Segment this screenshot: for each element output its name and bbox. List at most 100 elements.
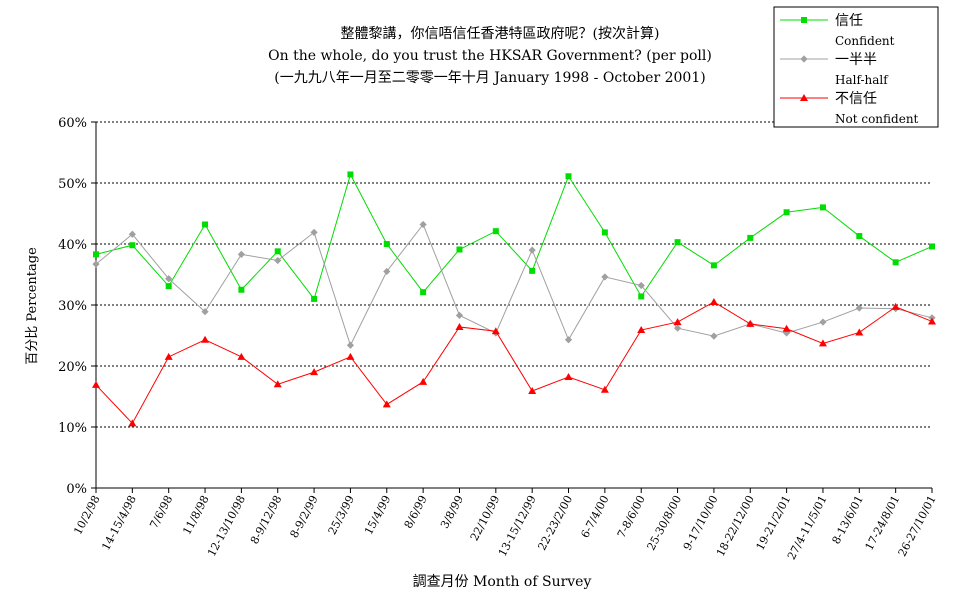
x-tick-label: 17-24/8/01 xyxy=(863,493,903,552)
chart-subtitle: On the whole, do you trust the HKSAR Gov… xyxy=(268,48,712,64)
y-axis-ticks: 0% 10% 20% 30% 40% 50% 60% xyxy=(58,116,96,497)
x-tick-label: 8-13/6/01 xyxy=(830,493,866,546)
data-point xyxy=(346,352,355,360)
data-point xyxy=(801,17,807,23)
data-point xyxy=(856,233,863,240)
series-triangle xyxy=(92,297,936,427)
data-point xyxy=(383,267,391,276)
data-point xyxy=(310,228,318,237)
data-point xyxy=(674,239,681,246)
data-point xyxy=(783,209,790,216)
legend-item: 信任 Confident xyxy=(780,13,895,48)
data-point xyxy=(782,324,791,332)
data-point xyxy=(673,324,682,332)
x-tick-label: 12-13/10/98 xyxy=(205,493,248,558)
chart-subtitle-period: (一九九八年一月至二零零一年十月 January 1998 - October … xyxy=(274,70,705,86)
x-tick-label: 6-7/4/00 xyxy=(578,493,611,540)
x-tick-label: 19-21/2/01 xyxy=(754,493,794,552)
legend-item: 一半半 Half-half xyxy=(780,52,889,87)
y-tick-label: 40% xyxy=(58,238,87,253)
x-tick-label: 26-27/10/01 xyxy=(896,493,939,558)
data-point xyxy=(928,317,936,325)
data-point xyxy=(273,380,282,388)
x-tick-label: 3/8/99 xyxy=(438,493,466,530)
y-tick-label: 20% xyxy=(58,360,87,375)
legend: 信任 Confident 一半半 Half-half 不信任 Not confident xyxy=(773,6,939,128)
data-point xyxy=(420,289,427,296)
x-tick-label: 14-15/4/98 xyxy=(99,493,139,552)
data-point xyxy=(455,311,464,319)
data-point xyxy=(800,55,808,63)
data-point xyxy=(165,283,172,290)
series-square xyxy=(93,171,935,302)
x-tick-label: 8-9/12/98 xyxy=(248,493,284,546)
x-tick-label: 8-9/2/99 xyxy=(288,493,321,540)
series-line xyxy=(95,173,933,300)
data-point xyxy=(710,262,717,269)
data-point xyxy=(529,267,536,274)
data-point xyxy=(128,230,136,238)
data-point xyxy=(601,273,609,281)
data-point xyxy=(855,328,864,336)
data-point xyxy=(129,242,136,249)
data-point xyxy=(93,251,99,258)
data-point xyxy=(528,246,536,254)
data-point xyxy=(128,419,137,427)
data-point xyxy=(201,308,209,316)
data-point xyxy=(92,380,100,388)
data-point xyxy=(237,250,245,258)
data-point xyxy=(382,400,391,408)
data-point xyxy=(746,319,755,327)
legend-label-zh: 不信任 xyxy=(835,91,877,107)
legend-label-en: Not confident xyxy=(835,112,919,126)
x-tick-label: 18-22/12/00 xyxy=(714,493,757,558)
data-point xyxy=(164,352,173,360)
x-tick-label: 8/6/99 xyxy=(402,493,430,530)
data-point xyxy=(92,260,100,268)
x-tick-label: 9-17/10/00 xyxy=(681,493,721,552)
y-tick-label: 10% xyxy=(58,421,87,436)
data-point xyxy=(601,229,608,236)
data-point xyxy=(564,372,573,380)
data-point xyxy=(455,322,464,330)
legend-box xyxy=(773,6,939,128)
x-tick-label: 13-15/12/99 xyxy=(496,493,539,558)
x-tick-label: 15/4/99 xyxy=(362,493,393,537)
data-point xyxy=(310,368,319,376)
legend-label-zh: 信任 xyxy=(835,13,863,29)
data-point xyxy=(819,204,826,211)
data-point xyxy=(201,335,210,343)
y-tick-label: 30% xyxy=(58,299,87,314)
x-tick-label: 27/4-11/5/01 xyxy=(785,493,830,562)
data-point xyxy=(892,259,899,266)
data-point xyxy=(202,221,209,228)
data-point xyxy=(274,248,281,255)
x-tick-label: 7/6/98 xyxy=(147,493,175,530)
data-point xyxy=(600,385,609,393)
series-line xyxy=(95,301,933,425)
data-point xyxy=(237,352,246,360)
data-point xyxy=(673,318,682,326)
legend-label-en: Confident xyxy=(835,34,895,48)
x-tick-label: 7-8/6/00 xyxy=(615,493,648,540)
data-point xyxy=(747,234,754,241)
data-point xyxy=(818,339,827,347)
data-point xyxy=(419,377,428,385)
data-point xyxy=(419,220,427,229)
data-point xyxy=(819,318,827,326)
data-point xyxy=(165,275,173,283)
data-point xyxy=(456,246,463,253)
data-point xyxy=(709,297,718,305)
legend-label-en: Half-half xyxy=(835,73,889,87)
data-point xyxy=(565,173,572,180)
y-tick-label: 50% xyxy=(58,177,87,192)
data-point xyxy=(891,302,900,310)
x-tick-label: 25/3/99 xyxy=(326,493,357,537)
data-point xyxy=(638,293,645,300)
y-axis-label: 百分比 Percentage xyxy=(25,247,40,365)
data-point xyxy=(564,336,573,344)
x-tick-label: 22-23/2/00 xyxy=(535,493,575,552)
x-tick-label: 10/2/98 xyxy=(71,493,102,537)
